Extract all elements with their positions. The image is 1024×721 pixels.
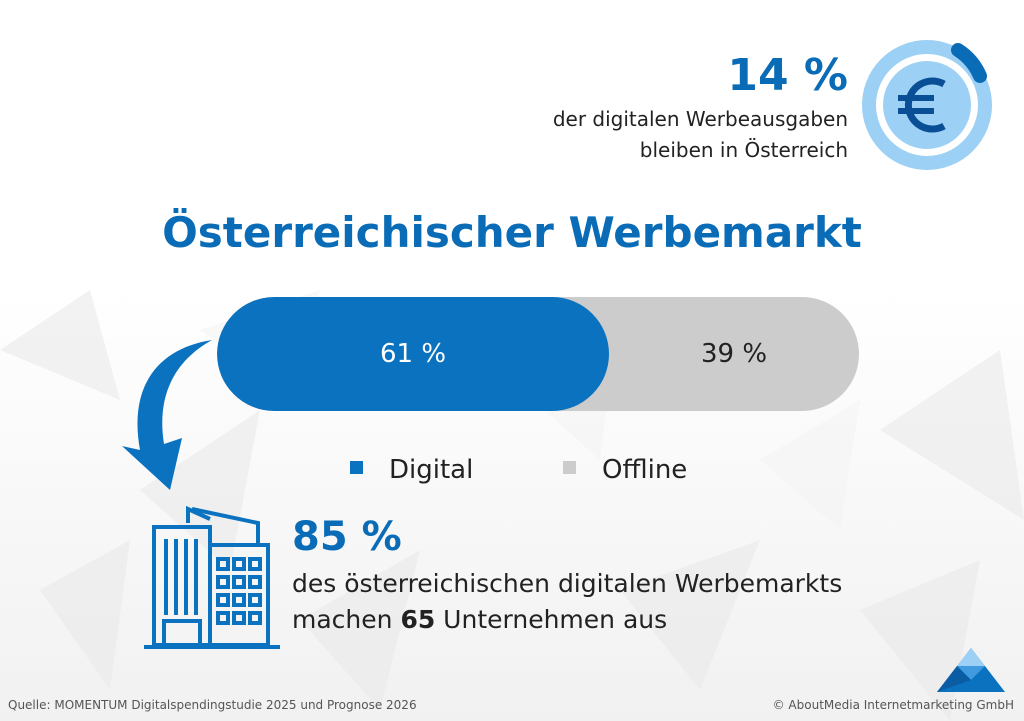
legend-item-offline: Offline bbox=[563, 455, 687, 485]
chart-title: Österreichischer Werbemarkt bbox=[162, 208, 862, 257]
legend-swatch-offline bbox=[563, 461, 576, 474]
aboutmedia-logo bbox=[937, 648, 1005, 692]
curved-arrow-icon bbox=[122, 340, 212, 490]
company-count: 65 bbox=[400, 605, 436, 634]
concentration-percent: 85 % bbox=[292, 514, 402, 560]
concentration-line-2-post: Unternehmen aus bbox=[435, 605, 668, 634]
concentration-line-2-pre: machen bbox=[292, 605, 401, 634]
legend-label-offline: Offline bbox=[602, 455, 688, 485]
bar-label-digital: 61 % bbox=[379, 339, 447, 369]
building-icon bbox=[144, 505, 280, 649]
legend-label-digital: Digital bbox=[389, 455, 474, 485]
bar-segment-digital bbox=[217, 297, 609, 411]
market-split-bar: 61 % 39 % bbox=[217, 297, 859, 411]
digital-spend-percent: 14 % bbox=[727, 50, 848, 101]
concentration-line-2: machen 65 Unternehmen aus bbox=[292, 602, 842, 638]
digital-spend-line-2: bleiben in Österreich bbox=[639, 138, 848, 162]
source-note: Quelle: MOMENTUM Digitalspendingstudie 2… bbox=[8, 698, 417, 712]
digital-spend-description: der digitalen Werbeausgaben bleiben in Ö… bbox=[553, 104, 848, 166]
bar-label-offline: 39 % bbox=[700, 339, 768, 369]
digital-spend-line-1: der digitalen Werbeausgaben bbox=[552, 107, 848, 131]
copyright-note: © AboutMedia Internetmarketing GmbH bbox=[772, 698, 1014, 712]
concentration-description: des österreichischen digitalen Werbemark… bbox=[292, 566, 842, 638]
legend-item-digital: Digital bbox=[350, 455, 473, 485]
concentration-line-1: des österreichischen digitalen Werbemark… bbox=[292, 569, 843, 598]
legend-swatch-digital bbox=[350, 461, 363, 474]
euro-icon bbox=[862, 40, 992, 170]
